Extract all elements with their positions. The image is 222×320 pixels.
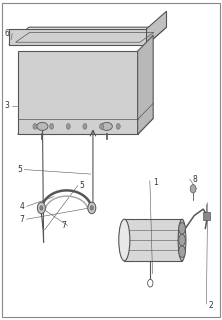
Ellipse shape (179, 234, 185, 246)
Ellipse shape (178, 219, 186, 261)
Circle shape (90, 206, 93, 210)
Circle shape (116, 124, 120, 129)
Circle shape (83, 124, 87, 129)
Circle shape (66, 124, 70, 129)
Text: 5: 5 (18, 165, 22, 174)
Text: 7: 7 (61, 221, 66, 230)
Text: 3: 3 (4, 101, 9, 110)
Polygon shape (138, 35, 153, 134)
Ellipse shape (179, 222, 185, 234)
Text: 4: 4 (20, 202, 25, 211)
Circle shape (50, 124, 54, 129)
Ellipse shape (179, 246, 185, 258)
Polygon shape (9, 29, 147, 45)
Text: 8: 8 (193, 175, 198, 184)
Text: 1: 1 (153, 178, 158, 187)
Text: 5: 5 (80, 181, 85, 190)
Ellipse shape (37, 123, 48, 131)
Text: 2: 2 (208, 301, 213, 310)
Polygon shape (18, 118, 153, 134)
Polygon shape (18, 51, 138, 134)
Polygon shape (124, 219, 182, 261)
Polygon shape (203, 212, 210, 220)
Circle shape (37, 202, 45, 214)
Circle shape (40, 206, 43, 210)
Polygon shape (9, 27, 166, 45)
Circle shape (99, 124, 103, 129)
Circle shape (148, 279, 153, 287)
Circle shape (33, 124, 37, 129)
Circle shape (190, 185, 196, 193)
Ellipse shape (101, 123, 112, 131)
Polygon shape (147, 11, 166, 45)
Ellipse shape (119, 219, 130, 261)
Text: 7: 7 (20, 215, 25, 224)
Circle shape (88, 202, 96, 214)
Text: 6: 6 (4, 29, 9, 38)
